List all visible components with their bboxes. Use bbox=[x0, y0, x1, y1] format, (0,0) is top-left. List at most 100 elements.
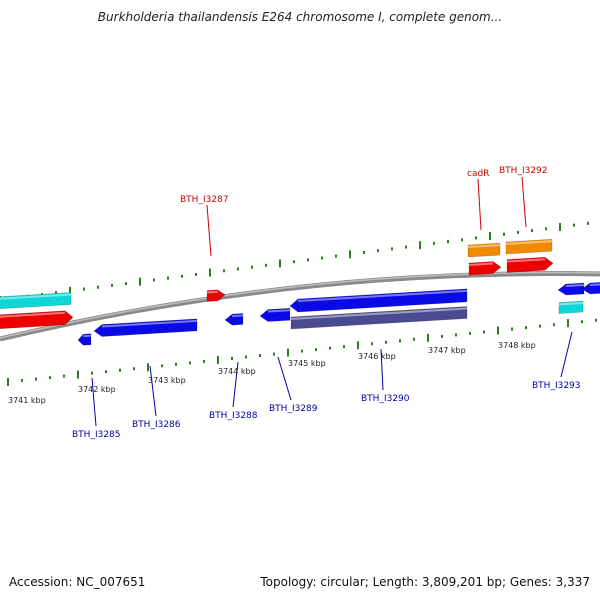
outer-minor-tick bbox=[587, 221, 589, 225]
outer-minor-tick bbox=[377, 249, 379, 253]
gene-label-forward[interactable]: BTH_I3287 bbox=[180, 195, 229, 205]
scale-label: 3742 kbp bbox=[78, 385, 116, 394]
inner-major-tick bbox=[427, 333, 429, 342]
outer-minor-tick bbox=[461, 238, 463, 242]
gene-BTH_I3288[interactable] bbox=[224, 313, 244, 326]
gene-label-forward[interactable]: BTH_I3292 bbox=[499, 166, 548, 176]
inner-minor-tick bbox=[441, 334, 443, 338]
outer-minor-tick bbox=[321, 256, 323, 260]
inner-major-tick bbox=[77, 370, 79, 379]
inner-minor-tick bbox=[231, 356, 233, 360]
leader-line bbox=[232, 361, 239, 408]
inner-major-tick bbox=[7, 378, 9, 386]
chromosome-backbone-highlight bbox=[0, 271, 600, 339]
outer-minor-tick bbox=[265, 263, 267, 267]
outer-minor-tick bbox=[83, 287, 85, 291]
outer-minor-tick bbox=[153, 278, 155, 282]
gene-BTH_I3293-cds[interactable] bbox=[558, 300, 584, 314]
gene-label-reverse[interactable]: BTH_I3288 bbox=[209, 411, 258, 421]
inner-major-tick bbox=[287, 348, 289, 357]
leader-line bbox=[277, 356, 292, 401]
outer-major-tick bbox=[559, 222, 561, 231]
gene-BTH_I3285[interactable] bbox=[77, 333, 92, 346]
accession-label: Accession: NC_007651 bbox=[9, 575, 146, 589]
gene-label-forward[interactable]: cadR bbox=[467, 169, 489, 179]
outer-minor-tick bbox=[517, 230, 519, 234]
inner-minor-tick bbox=[483, 330, 485, 334]
outer-minor-tick bbox=[391, 247, 393, 251]
inner-minor-tick bbox=[343, 345, 345, 349]
inner-minor-tick bbox=[105, 370, 107, 374]
leader-line bbox=[521, 176, 527, 228]
leader-line bbox=[91, 377, 97, 427]
scale-label: 3746 kbp bbox=[358, 352, 396, 361]
gene-label-reverse[interactable]: BTH_I3285 bbox=[72, 430, 121, 440]
inner-minor-tick bbox=[35, 377, 37, 381]
outer-minor-tick bbox=[237, 267, 239, 271]
inner-minor-tick bbox=[245, 355, 247, 359]
leader-line bbox=[560, 331, 573, 378]
genome-summary: Topology: circular; Length: 3,809,201 bp… bbox=[260, 575, 590, 589]
gene-label-reverse[interactable]: BTH_I3293 bbox=[532, 381, 581, 391]
outer-minor-tick bbox=[111, 283, 113, 287]
inner-minor-tick bbox=[511, 327, 513, 331]
inner-minor-tick bbox=[189, 361, 191, 365]
gene-label-reverse[interactable]: BTH_I3286 bbox=[132, 420, 181, 430]
scale-label: 3743 kbp bbox=[148, 376, 186, 385]
gene-BTH_I3287-shine bbox=[206, 290, 218, 294]
gene-BTH_I3293[interactable] bbox=[557, 282, 585, 296]
gene-BTH_I3287[interactable] bbox=[206, 289, 226, 302]
inner-minor-tick bbox=[595, 318, 597, 322]
outer-minor-tick bbox=[125, 282, 127, 286]
scale-label: 3748 kbp bbox=[498, 341, 536, 350]
outer-minor-tick bbox=[531, 229, 533, 233]
leader-line bbox=[149, 365, 157, 417]
outer-minor-tick bbox=[307, 258, 309, 262]
gene-BTH_I3289-shine bbox=[267, 309, 291, 313]
inner-minor-tick bbox=[133, 367, 135, 371]
outer-minor-tick bbox=[167, 276, 169, 280]
inner-minor-tick bbox=[273, 352, 275, 356]
gene-BTH_I3293-shine bbox=[565, 283, 585, 288]
gene-BTH_I3289[interactable] bbox=[259, 307, 291, 322]
gene-BTH_I3292[interactable] bbox=[506, 256, 554, 273]
inner-minor-tick bbox=[581, 320, 583, 324]
outer-major-tick bbox=[419, 241, 421, 250]
inner-minor-tick bbox=[203, 359, 205, 363]
gene-BTH_I3286[interactable] bbox=[93, 318, 198, 337]
inner-minor-tick bbox=[539, 324, 541, 328]
outer-minor-tick bbox=[223, 269, 225, 273]
outer-major-tick bbox=[489, 232, 491, 241]
inner-major-tick bbox=[567, 319, 569, 328]
inner-minor-tick bbox=[525, 326, 527, 330]
gene-BTH_I3292-cds[interactable] bbox=[505, 238, 553, 255]
outer-major-tick bbox=[349, 250, 351, 259]
gene-right-edge[interactable] bbox=[581, 282, 600, 295]
gene-label-reverse[interactable]: BTH_I3290 bbox=[361, 394, 410, 404]
outer-major-tick bbox=[279, 259, 281, 268]
inner-major-tick bbox=[217, 355, 219, 364]
gene-BTH_I3286-shine bbox=[101, 319, 198, 328]
gene-BTH_I3290[interactable] bbox=[289, 288, 468, 313]
outer-minor-tick bbox=[55, 291, 57, 295]
gene-label-reverse[interactable]: BTH_I3289 bbox=[269, 404, 318, 414]
inner-minor-tick bbox=[63, 374, 65, 378]
gene-BTH_I3290-cds[interactable] bbox=[290, 306, 468, 330]
inner-minor-tick bbox=[301, 349, 303, 353]
inner-major-tick bbox=[357, 341, 359, 350]
outer-minor-tick bbox=[195, 272, 197, 276]
inner-minor-tick bbox=[413, 337, 415, 341]
gene-cyan-left[interactable] bbox=[0, 292, 72, 310]
gene-cadR-cds[interactable] bbox=[467, 242, 501, 258]
gene-BTH_I3293-cds-shine bbox=[558, 302, 584, 306]
outer-major-tick bbox=[209, 268, 211, 277]
inner-minor-tick bbox=[49, 376, 51, 380]
inner-minor-tick bbox=[21, 379, 23, 383]
inner-minor-tick bbox=[399, 339, 401, 343]
outer-minor-tick bbox=[405, 245, 407, 249]
inner-minor-tick bbox=[329, 346, 331, 350]
gene-cadR[interactable] bbox=[468, 261, 502, 276]
inner-minor-tick bbox=[161, 364, 163, 368]
gene-red-left[interactable] bbox=[0, 310, 74, 330]
